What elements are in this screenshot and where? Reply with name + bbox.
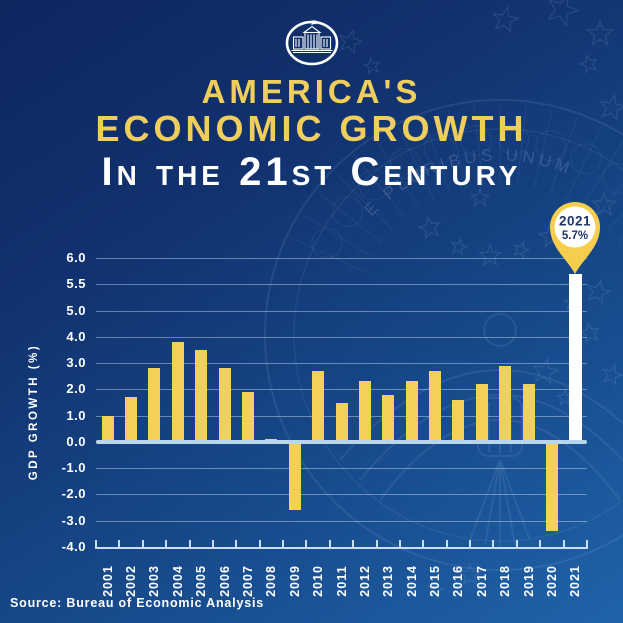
y-tick-label: -1.0 (61, 460, 86, 476)
x-tick-label-2020: 2020 (544, 565, 559, 597)
x-axis-tick (562, 540, 565, 547)
x-axis-tick (492, 540, 495, 547)
bar-2009 (288, 441, 301, 511)
gridline-5.0 (96, 310, 587, 312)
x-tick-label-2015: 2015 (428, 565, 443, 597)
y-tick-label: -4.0 (61, 539, 86, 554)
y-tick-label: 4.0 (66, 328, 86, 344)
y-tick-label: -3.0 (61, 512, 86, 528)
x-axis-tick (469, 540, 472, 547)
x-axis-tick (118, 540, 121, 547)
y-tick-label: 0.0 (66, 433, 86, 449)
gridline-4.0 (96, 336, 587, 338)
title-line-2: Economic Growth (95, 107, 528, 149)
bar-2001 (101, 415, 114, 442)
x-axis-tick (586, 540, 588, 547)
x-axis-tick (211, 540, 214, 547)
x-axis-tick (445, 540, 448, 547)
x-axis-tick (95, 540, 97, 547)
y-tick-label: 6.0 (66, 250, 86, 265)
x-tick-label-2011: 2011 (334, 565, 349, 597)
x-axis-tick (352, 540, 355, 547)
x-tick-label-2017: 2017 (474, 565, 489, 597)
x-axis-tick (375, 540, 378, 547)
x-tick-label-2018: 2018 (498, 565, 513, 597)
y-tick-label: 3.0 (66, 355, 86, 371)
zero-baseline (96, 439, 587, 444)
title-line-1: America's (201, 73, 422, 110)
x-tick-label-2012: 2012 (357, 565, 372, 597)
x-tick-label-2008: 2008 (264, 565, 279, 597)
bar-2015 (429, 370, 442, 442)
y-tick-label: 2.0 (66, 381, 86, 397)
gridline--1.0 (96, 468, 587, 470)
x-axis-tick (282, 540, 285, 547)
x-axis-tick (328, 540, 331, 547)
x-tick-label-2009: 2009 (287, 565, 302, 597)
header: America's Economic Growth In the 21st Ce… (0, 0, 623, 193)
gridline--3.0 (96, 520, 587, 522)
bar-2014 (405, 381, 418, 442)
bar-2017 (475, 384, 488, 442)
x-axis-tick (398, 540, 401, 547)
bar-2012 (358, 381, 371, 442)
callout-year: 2021 (559, 214, 591, 229)
x-tick-label-2014: 2014 (404, 565, 419, 597)
y-tick-label: -2.0 (61, 486, 86, 502)
gridline-6.0 (96, 258, 587, 259)
x-axis-tick (235, 540, 238, 547)
bar-2016 (452, 399, 465, 442)
x-axis-tick (141, 540, 144, 547)
gridline-5.5 (96, 284, 587, 286)
y-tick-label: 1.0 (66, 407, 86, 423)
x-axis-tick (422, 540, 425, 547)
x-tick-label-2019: 2019 (521, 565, 536, 597)
y-tick-label: 5.5 (66, 276, 86, 292)
x-tick-label-2010: 2010 (311, 565, 326, 597)
x-axis-tick (515, 540, 518, 547)
bar-2021 (568, 273, 582, 442)
bar-2013 (382, 394, 395, 442)
bar-2010 (312, 370, 325, 442)
gridline-2.0 (96, 389, 587, 391)
source-attribution: Source: Bureau of Economic Analysis (10, 596, 264, 610)
title-line-3: In the 21st Century (101, 149, 522, 194)
bar-2007 (241, 391, 254, 442)
x-axis-line (95, 547, 588, 549)
bar-2011 (335, 402, 348, 442)
bar-2018 (499, 365, 512, 442)
bar-2005 (195, 349, 208, 442)
x-tick-label-2013: 2013 (381, 565, 396, 597)
x-axis-tick (188, 540, 191, 547)
bar-2002 (125, 397, 138, 442)
bar-2019 (522, 384, 535, 442)
x-axis-tick (165, 540, 168, 547)
x-tick-label-2021: 2021 (568, 565, 583, 597)
x-axis-tick (258, 540, 261, 547)
x-tick-label-2016: 2016 (451, 565, 466, 597)
gridline--2.0 (96, 494, 587, 496)
x-axis-tick (539, 540, 542, 547)
bar-2003 (148, 368, 161, 442)
bar-2004 (171, 342, 184, 442)
white-house-logo-icon (285, 20, 338, 66)
bar-2020 (545, 441, 558, 532)
gridline-3.0 (96, 363, 587, 365)
callout-value: 5.7% (562, 230, 588, 242)
callout-pin-2021: 2021 5.7% (550, 202, 600, 274)
bar-2006 (218, 368, 231, 442)
y-tick-label: 5.0 (66, 302, 86, 318)
x-axis-tick (305, 540, 308, 547)
